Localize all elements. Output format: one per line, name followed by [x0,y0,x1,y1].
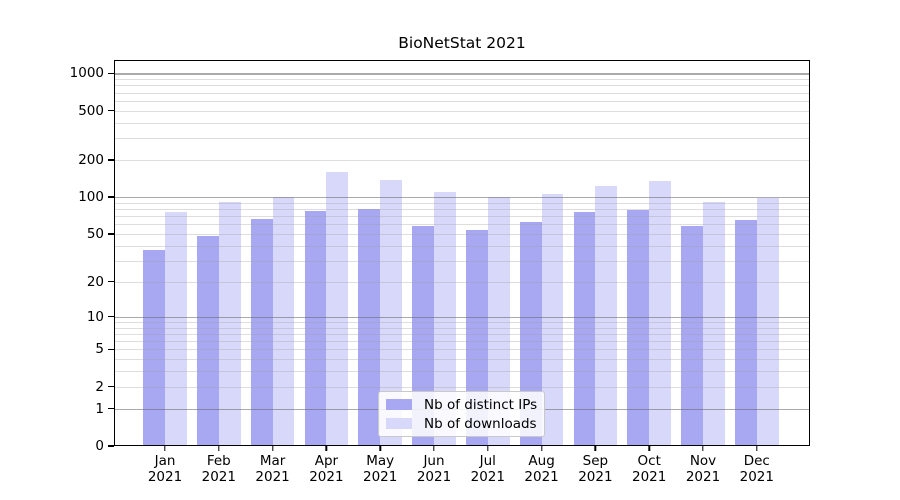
bar-downloads-oct [649,181,671,446]
y-tick [108,72,114,74]
x-tick-jul [487,446,489,451]
x-tick-label-sep: Sep 2021 [578,453,613,485]
chart-title: BioNetStat 2021 [398,34,526,52]
legend-label-downloads: Nb of downloads [424,415,537,432]
bar-distinct-ips-jan [143,249,165,446]
x-tick-mar [271,446,274,451]
x-tick-sep [594,446,597,451]
legend: Nb of distinct IPs Nb of downloads [378,391,545,437]
y-tick-label: 0 [95,438,104,454]
bar-downloads-sep [595,186,618,446]
y-tick [108,407,114,410]
y-tick [108,316,114,318]
y-tick [108,110,114,112]
bar-distinct-ips-nov [681,226,703,446]
legend-item-downloads: Nb of downloads [386,416,537,432]
bar-downloads-jan [165,212,187,446]
x-tick-nov [702,446,704,451]
bar-downloads-apr [326,171,349,446]
x-tick-label-jul: Jul 2021 [470,453,505,485]
bar-distinct-ips-feb [197,236,219,446]
x-tick-label-jan: Jan 2021 [147,453,183,485]
x-tick-may [379,446,381,451]
y-tick [108,348,114,351]
bar-distinct-ips-dec [735,220,757,446]
x-tick-label-aug: Aug 2021 [524,453,559,485]
bar-distinct-ips-may [358,209,381,446]
x-tick-label-dec: Dec 2021 [739,453,774,485]
y-tick-label: 10 [86,308,104,325]
y-tick-label: 500 [78,102,104,119]
x-tick-label-mar: Mar 2021 [255,453,290,485]
y-tick-label: 2 [95,378,104,395]
x-tick-label-apr: Apr 2021 [309,453,344,485]
bar-distinct-ips-mar [250,219,273,446]
x-tick-dec [756,446,758,451]
x-tick-aug [540,446,543,451]
y-tick-label: 50 [86,225,104,242]
bar-distinct-ips-sep [573,211,596,446]
bar-downloads-aug [541,194,564,446]
y-tick [108,445,114,447]
legend-swatch-downloads [386,418,412,429]
y-tick-label: 5 [95,341,104,358]
x-tick-label-feb: Feb 2021 [201,453,236,485]
bar-downloads-dec [756,198,779,446]
x-tick-label-may: May 2021 [363,453,398,485]
y-tick-label: 200 [78,151,104,168]
x-tick-label-oct: Oct 2021 [632,453,667,485]
y-tick [108,233,114,235]
bar-downloads-nov [703,201,725,446]
axis-layer: 1000 500 200 100 50 20 10 5 2 1 0 Jan 2021 Feb 2021 Mar… [70,60,810,485]
x-tick-oct [648,446,650,451]
bars-layer [114,60,810,446]
y-tick-label: 1 [95,400,104,417]
legend-label-distinct-ips: Nb of distinct IPs [424,396,538,413]
y-tick [108,159,114,161]
bar-downloads-jun [434,192,456,446]
y-tick [108,386,114,388]
x-tick-apr [325,446,328,451]
y-tick [108,281,114,283]
bar-downloads-may [380,180,402,446]
legend-swatch-distinct-ips [386,399,412,410]
y-tick-label: 1000 [69,65,104,82]
bar-downloads-mar [272,196,295,446]
bar-distinct-ips-oct [627,210,650,446]
legend-item-distinct-ips: Nb of distinct IPs [386,397,537,413]
plot-area: 1000 500 200 100 50 20 10 5 2 1 0 Jan 2021 Feb 2021 Mar… [70,60,810,485]
bar-downloads-feb [218,201,241,446]
bar-distinct-ips-apr [304,211,327,446]
bar-downloads-jul [487,197,510,446]
bar-distinct-ips-aug [519,221,542,446]
x-tick-label-nov: Nov 2021 [685,453,721,485]
y-tick-label: 20 [86,273,104,290]
x-tick-feb [218,446,220,451]
y-tick [108,196,114,198]
x-tick-jan [164,446,166,451]
x-tick-label-jun: Jun 2021 [416,453,452,485]
x-tick-jun [433,446,435,451]
y-tick-label: 100 [78,189,104,206]
